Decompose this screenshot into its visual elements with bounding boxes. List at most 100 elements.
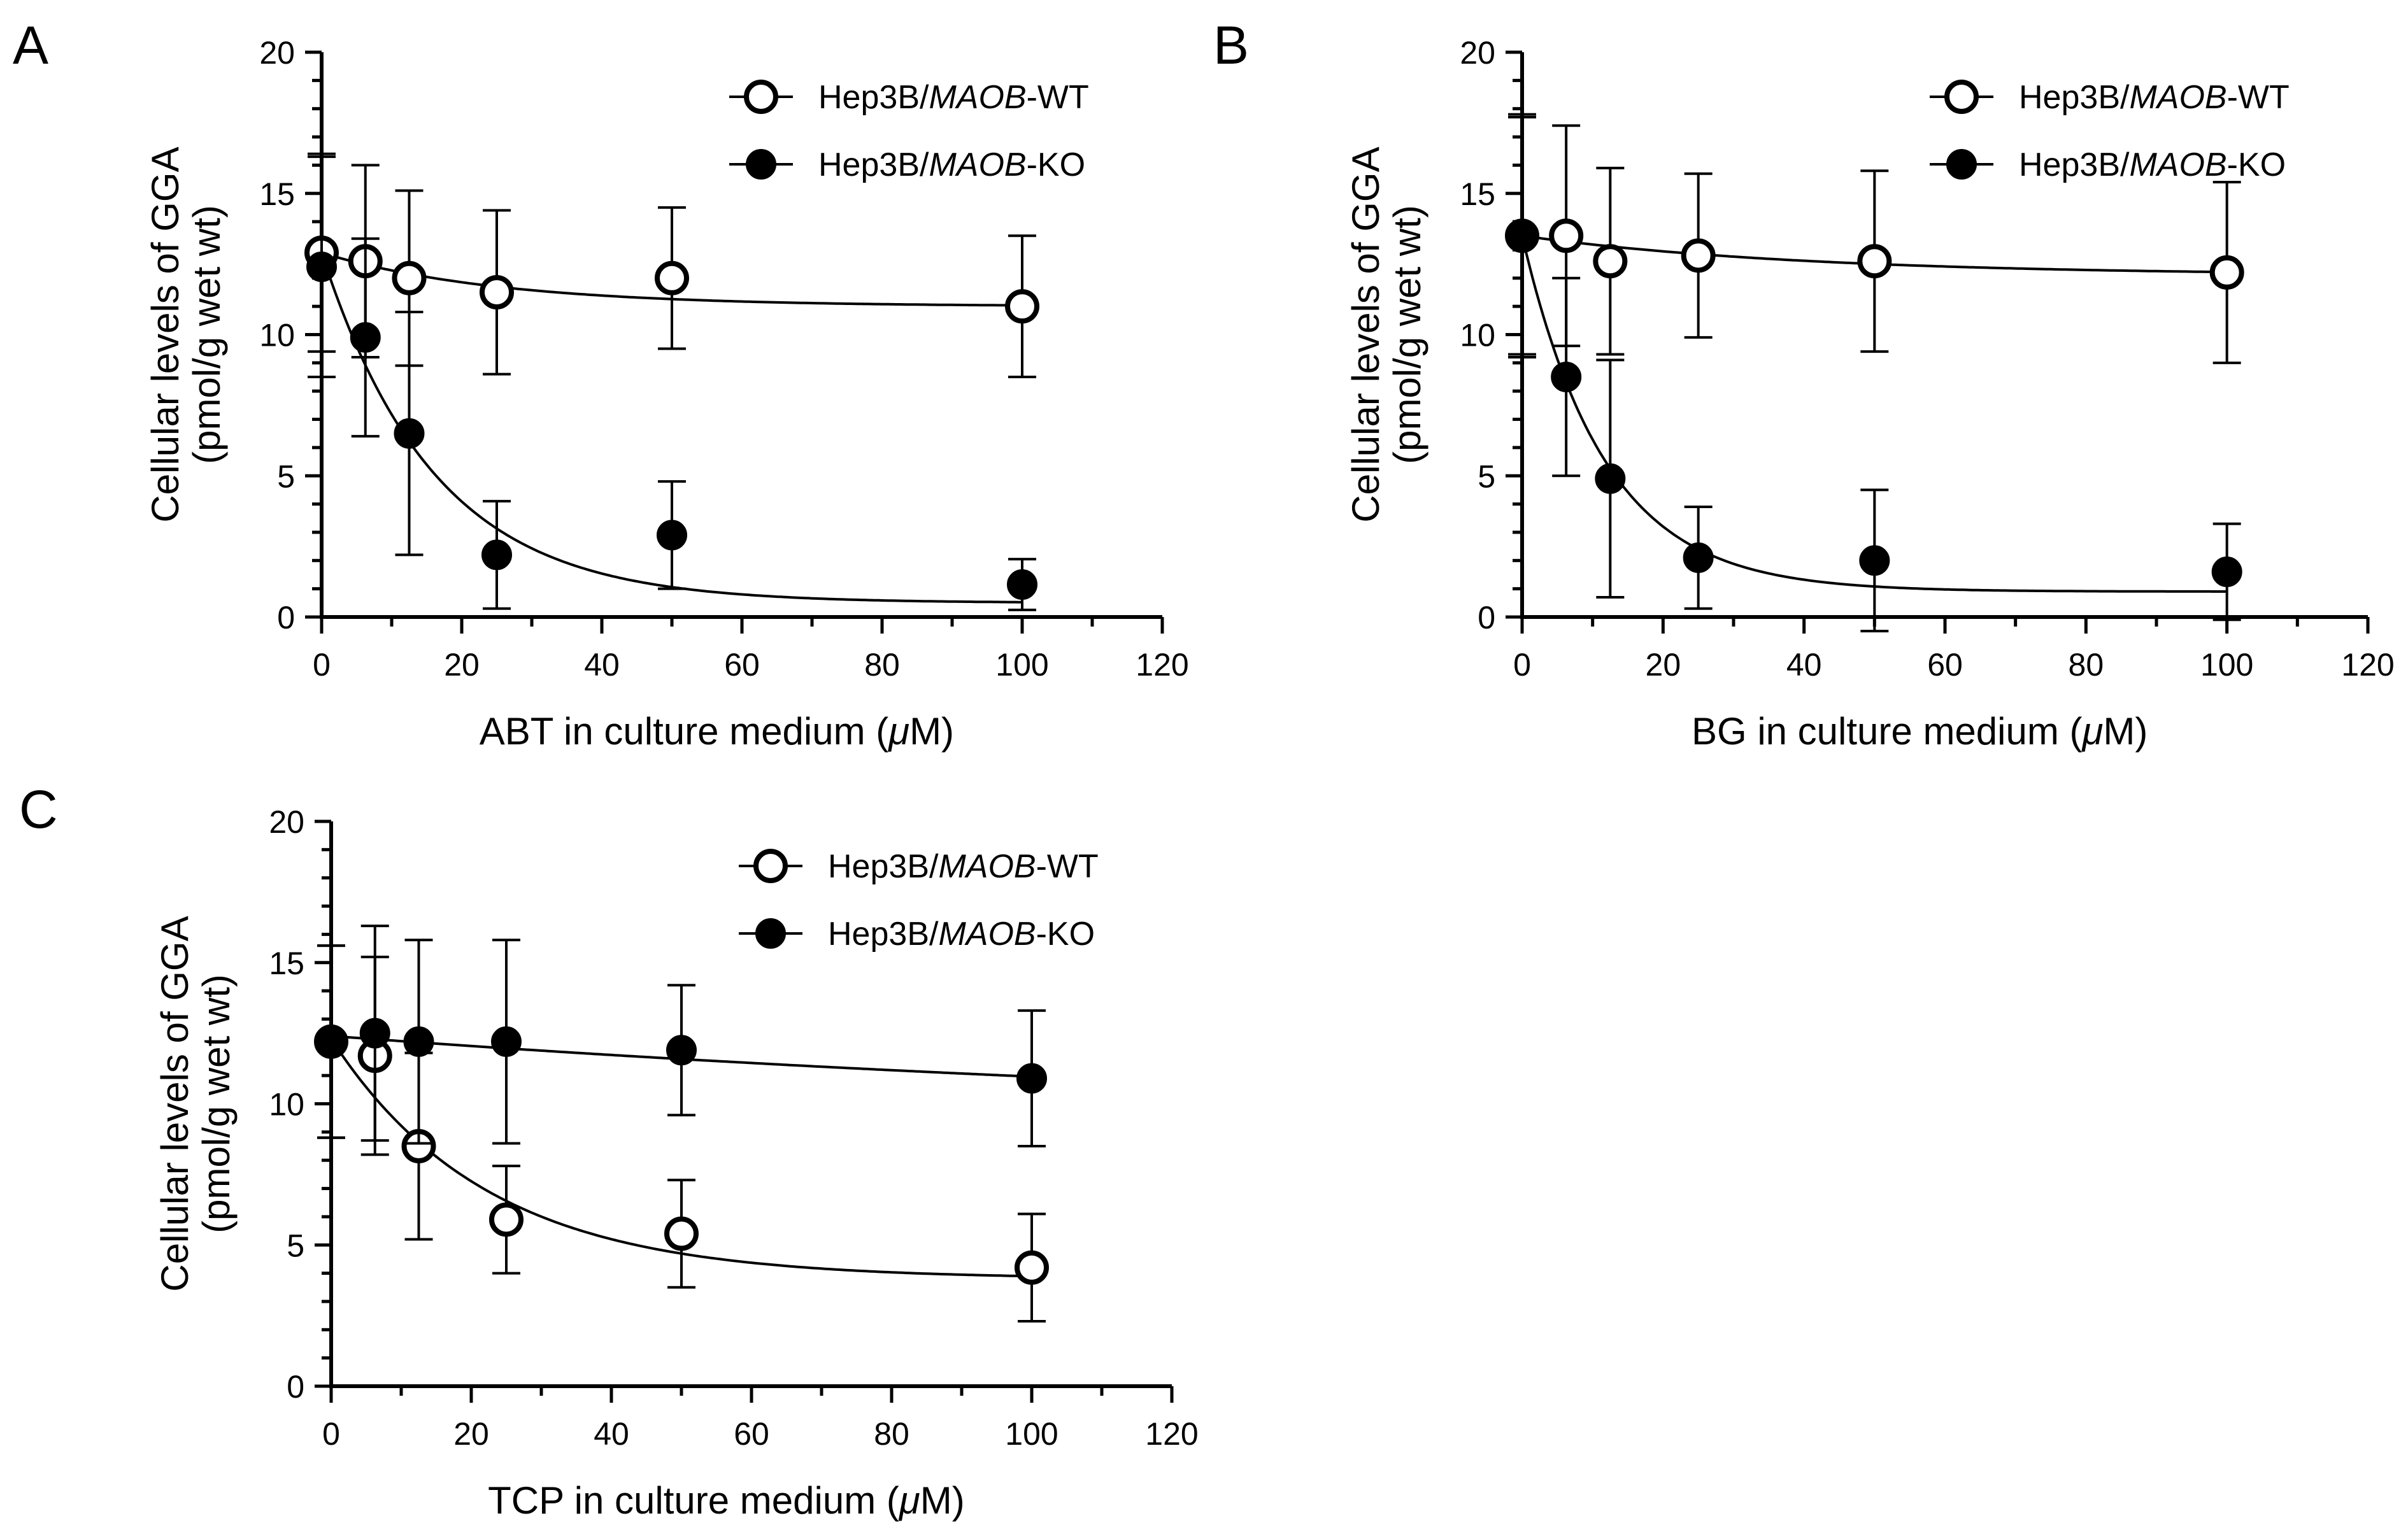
y-tick-label: 0 — [287, 1369, 304, 1405]
y-tick-label: 5 — [1478, 458, 1495, 494]
y-axis-title: Cellular levels of GGA — [1344, 146, 1387, 522]
data-point-filled — [359, 1018, 390, 1049]
legend-label-suffix: -WT — [1036, 848, 1099, 885]
legend-label-suffix: -KO — [1036, 916, 1095, 953]
y-axis-title: Cellular levels of GGA — [144, 146, 187, 522]
legend-label-prefix: Hep3B/ — [828, 916, 939, 953]
x-tick-label: 60 — [1927, 647, 1963, 683]
data-point-open — [392, 260, 427, 295]
data-point-filled — [1016, 1063, 1047, 1094]
legend-marker-filled — [746, 149, 776, 180]
x-axis-unit-prefix: μ — [887, 710, 909, 753]
x-tick-label: 40 — [584, 647, 620, 683]
data-point-filled — [306, 252, 337, 283]
data-point-open — [1549, 218, 1584, 253]
y-tick-label: 5 — [277, 458, 295, 494]
x-axis-title-suffix: M) — [920, 1479, 965, 1522]
x-tick-label: 80 — [864, 647, 900, 683]
x-tick-label: 0 — [313, 647, 331, 683]
legend-label-gene: MAOB — [938, 848, 1036, 885]
x-axis-title-suffix: M) — [2103, 710, 2148, 753]
data-point-filled — [491, 1026, 522, 1057]
legend-label-prefix: Hep3B/ — [818, 146, 929, 183]
legend-label: Hep3B/MAOB-KO — [818, 146, 1085, 183]
data-point-filled — [316, 1026, 346, 1057]
y-tick-label: 15 — [259, 176, 295, 212]
data-point-open — [1593, 244, 1628, 279]
y-axis-unit: (pmol/g wet wt) — [195, 974, 238, 1233]
y-tick-label: 10 — [1460, 318, 1495, 353]
y-tick-label: 5 — [287, 1228, 304, 1263]
data-point-filled — [1595, 463, 1626, 494]
y-axis-title: Cellular levels of GGA — [153, 916, 196, 1291]
legend-label: Hep3B/MAOB-WT — [828, 848, 1099, 885]
data-point-filled — [657, 520, 687, 551]
data-point-open — [1857, 244, 1892, 279]
legend-label-suffix: -KO — [2227, 146, 2286, 183]
legend-entry: Hep3B/MAOB-KO — [1930, 146, 2286, 183]
panel-a: A 0 5 10 15 20 0 20 40 60 80 100 120 ABT in culture m… — [13, 15, 1189, 753]
legend-label-suffix: -KO — [1027, 146, 1085, 183]
legend-marker-open — [753, 849, 788, 883]
x-axis-title: TCP in culture medium (μM) — [488, 1479, 965, 1522]
data-point-filled — [481, 539, 512, 571]
legend-label: Hep3B/MAOB-KO — [828, 916, 1095, 953]
y-tick-label: 10 — [269, 1087, 304, 1123]
data-point-open — [1681, 238, 1716, 273]
legend-marker-filled — [755, 918, 786, 949]
data-point-filled — [403, 1026, 434, 1057]
legend-entry: Hep3B/MAOB-WT — [1930, 79, 2290, 116]
legend-label-gene: MAOB — [938, 916, 1036, 953]
y-tick-label: 20 — [1460, 35, 1495, 71]
y-tick-label: 0 — [277, 600, 295, 635]
legend-label: Hep3B/MAOB-KO — [2019, 146, 2286, 183]
x-tick-label: 100 — [1005, 1416, 1058, 1452]
y-tick-label: 20 — [259, 35, 295, 71]
x-tick-label: 120 — [1145, 1416, 1198, 1452]
series-ko — [306, 155, 1037, 611]
data-point-open — [2209, 255, 2244, 290]
data-point-filled — [2211, 557, 2242, 588]
legend-label-gene: MAOB — [2129, 79, 2226, 116]
data-point-filled — [350, 322, 381, 353]
data-point-filled — [1507, 220, 1537, 252]
x-tick-label: 40 — [594, 1416, 629, 1452]
series-ko — [316, 925, 1047, 1148]
legend-marker-filled — [1946, 149, 1977, 180]
x-axis-title: ABT in culture medium (μM) — [480, 710, 954, 753]
data-point-open — [489, 1202, 524, 1237]
data-point-open — [664, 1216, 699, 1251]
x-tick-label: 0 — [1513, 647, 1531, 683]
legend-label-gene: MAOB — [2129, 146, 2226, 183]
x-tick-label: 60 — [724, 647, 760, 683]
x-tick-label: 0 — [322, 1416, 340, 1452]
legend-marker-open — [744, 80, 778, 114]
panel-letter: C — [19, 779, 58, 839]
data-point-open — [480, 274, 514, 309]
legend-entry: Hep3B/MAOB-KO — [729, 146, 1085, 183]
legend-entry: Hep3B/MAOB-WT — [729, 79, 1089, 116]
legend-label-suffix: -WT — [2227, 79, 2290, 116]
x-axis-title-text: BG in culture medium ( — [1692, 710, 2083, 753]
x-tick-label: 20 — [1646, 647, 1681, 683]
legend-label-prefix: Hep3B/ — [2019, 79, 2130, 116]
legend-entry: Hep3B/MAOB-KO — [739, 916, 1095, 953]
x-axis-unit-prefix: μ — [898, 1479, 920, 1522]
y-tick-label: 0 — [1478, 600, 1495, 635]
x-tick-label: 80 — [874, 1416, 909, 1452]
data-point-filled — [666, 1035, 697, 1066]
x-axis-title-text: TCP in culture medium ( — [488, 1479, 899, 1522]
y-axis-unit: (pmol/g wet wt) — [1386, 205, 1428, 464]
panel-letter: B — [1213, 15, 1249, 75]
legend-label-prefix: Hep3B/ — [818, 79, 929, 116]
x-axis-title: BG in culture medium (μM) — [1692, 710, 2148, 753]
y-axis-unit: (pmol/g wet wt) — [185, 205, 228, 464]
data-point-filled — [1551, 362, 1582, 393]
legend-label-gene: MAOB — [929, 79, 1026, 116]
series-wt — [304, 152, 1039, 379]
data-point-filled — [1683, 542, 1714, 573]
x-axis-title-suffix: M) — [909, 710, 954, 753]
x-tick-label: 120 — [1136, 647, 1188, 683]
x-tick-label: 100 — [995, 647, 1048, 683]
